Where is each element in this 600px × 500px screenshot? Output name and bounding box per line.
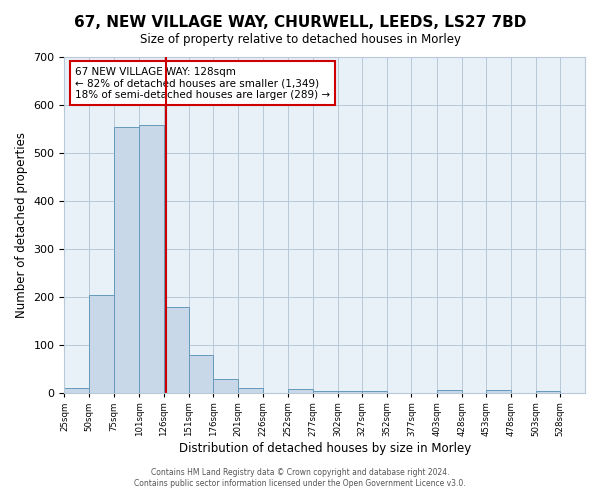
Bar	[437, 390, 462, 392]
Bar	[188, 355, 213, 393]
Bar	[139, 124, 164, 392]
X-axis label: Distribution of detached houses by size in Morley: Distribution of detached houses by size …	[179, 442, 471, 455]
Text: Size of property relative to detached houses in Morley: Size of property relative to detached ho…	[139, 32, 461, 46]
Bar	[64, 388, 89, 392]
Bar	[362, 391, 387, 392]
Bar	[338, 391, 362, 392]
Y-axis label: Number of detached properties: Number of detached properties	[15, 132, 28, 318]
Bar	[238, 388, 263, 392]
Bar	[164, 307, 188, 392]
Bar	[288, 388, 313, 392]
Bar	[213, 379, 238, 392]
Bar	[313, 391, 338, 392]
Text: Contains HM Land Registry data © Crown copyright and database right 2024.
Contai: Contains HM Land Registry data © Crown c…	[134, 468, 466, 487]
Bar	[89, 295, 114, 392]
Text: 67, NEW VILLAGE WAY, CHURWELL, LEEDS, LS27 7BD: 67, NEW VILLAGE WAY, CHURWELL, LEEDS, LS…	[74, 15, 526, 30]
Bar	[114, 127, 139, 392]
Bar	[536, 390, 560, 392]
Text: 67 NEW VILLAGE WAY: 128sqm
← 82% of detached houses are smaller (1,349)
18% of s: 67 NEW VILLAGE WAY: 128sqm ← 82% of deta…	[75, 66, 330, 100]
Bar	[487, 390, 511, 392]
